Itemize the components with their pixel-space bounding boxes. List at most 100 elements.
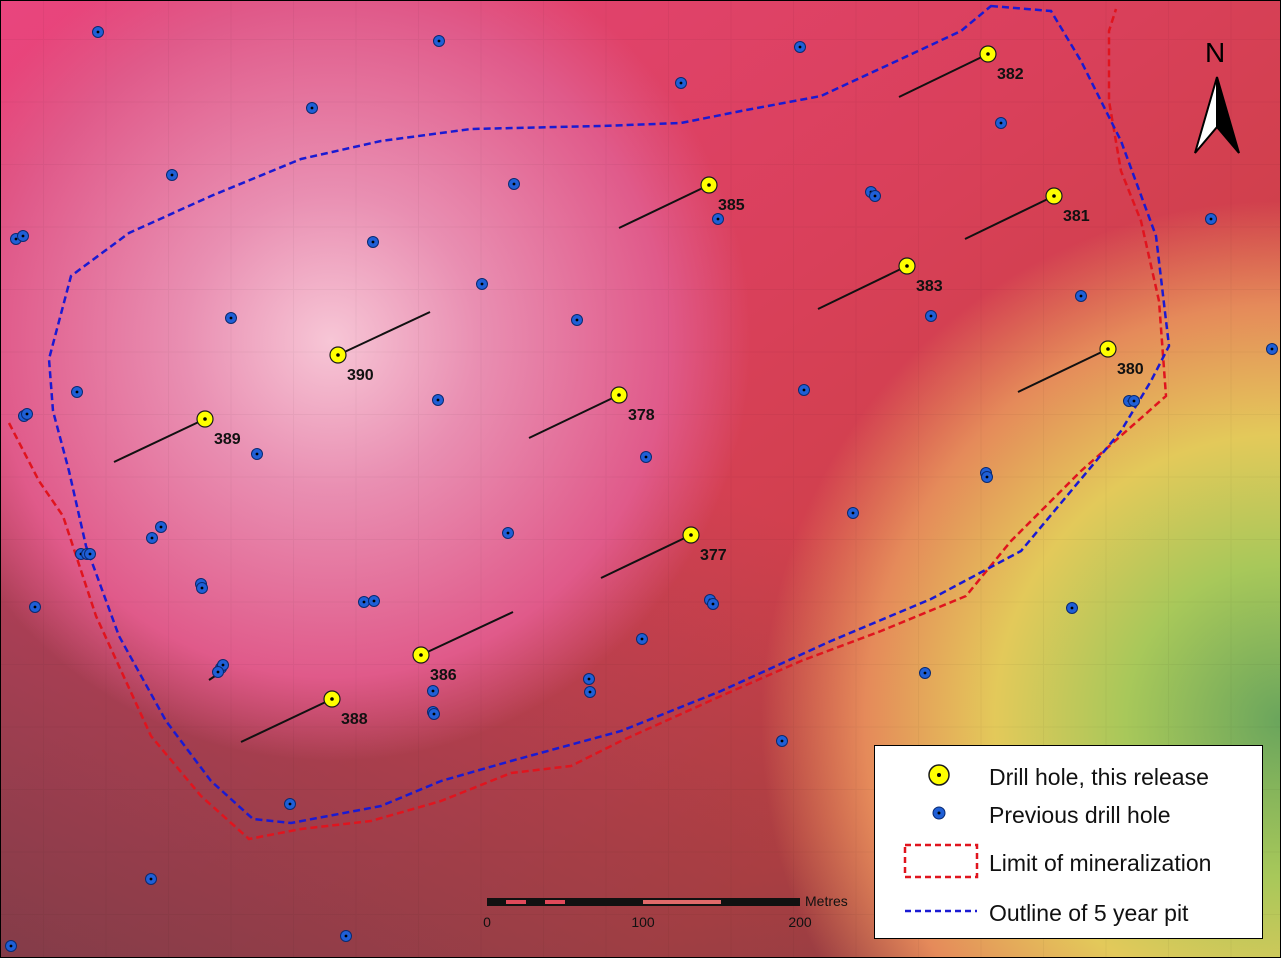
north-arrow-icon bbox=[1194, 76, 1240, 154]
drill-hole-label: 378 bbox=[628, 407, 655, 424]
previous-drill-hole-center bbox=[75, 390, 79, 394]
previous-drill-hole-center bbox=[480, 282, 484, 286]
previous-drill-hole-center bbox=[96, 30, 100, 34]
previous-drill-hole-center bbox=[588, 690, 592, 694]
limit-of-mineralization-line bbox=[7, 8, 1168, 841]
previous-drill-hole-center bbox=[1270, 347, 1274, 351]
drill-hole-label: 381 bbox=[1063, 208, 1090, 225]
previous-drill-hole-center bbox=[159, 525, 163, 529]
previous-drill-hole-center bbox=[150, 536, 154, 540]
previous-drill-hole-center bbox=[372, 599, 376, 603]
previous-drill-hole-center bbox=[1209, 217, 1213, 221]
previous-drill-hole-center bbox=[1070, 606, 1074, 610]
release-drill-hole-center bbox=[203, 417, 207, 421]
blue-dot-icon bbox=[932, 806, 946, 820]
previous-drill-hole-center bbox=[371, 240, 375, 244]
previous-drill-hole-center bbox=[587, 677, 591, 681]
previous-drill-hole-center bbox=[221, 663, 225, 667]
legend-label-release: Drill hole, this release bbox=[989, 764, 1209, 790]
previous-drill-hole-center bbox=[1079, 294, 1083, 298]
previous-drill-hole-center bbox=[362, 600, 366, 604]
scale-tick-0: 0 bbox=[483, 914, 491, 930]
previous-drill-hole-center bbox=[149, 877, 153, 881]
previous-drill-hole-center bbox=[851, 511, 855, 515]
map-legend: Drill hole, this release Previous drill … bbox=[874, 745, 1263, 939]
previous-drill-hole-center bbox=[780, 739, 784, 743]
previous-drill-hole-center bbox=[14, 237, 18, 241]
scale-bar: 0 100 200 Metres bbox=[483, 893, 848, 930]
previous-drill-hole-center bbox=[716, 217, 720, 221]
previous-drill-hole-center bbox=[802, 388, 806, 392]
previous-drill-hole-center bbox=[288, 802, 292, 806]
previous-drill-hole-center bbox=[229, 316, 233, 320]
legend-label-previous: Previous drill hole bbox=[989, 802, 1171, 828]
release-drill-hole-center bbox=[689, 533, 693, 537]
previous-drill-hole-center bbox=[21, 234, 25, 238]
previous-drill-hole-center bbox=[1132, 399, 1136, 403]
release-drill-hole-center bbox=[707, 183, 711, 187]
scale-tick-200: 200 bbox=[788, 914, 812, 930]
release-drill-hole-center bbox=[986, 52, 990, 56]
drill-hole-label: 388 bbox=[341, 711, 368, 728]
release-drill-hole-center bbox=[336, 353, 340, 357]
previous-drill-hole-center bbox=[437, 39, 441, 43]
release-drill-hole-center bbox=[617, 393, 621, 397]
drill-hole-label: 380 bbox=[1117, 361, 1144, 378]
previous-drill-hole-center bbox=[310, 106, 314, 110]
drill-hole-label: 390 bbox=[347, 367, 374, 384]
release-drill-hole-center bbox=[330, 697, 334, 701]
blue-dashed-line-icon bbox=[905, 909, 977, 913]
previous-drill-holes bbox=[5, 26, 1278, 952]
previous-drill-hole-center bbox=[575, 318, 579, 322]
previous-drill-hole-center bbox=[344, 934, 348, 938]
previous-drill-hole-center bbox=[255, 452, 259, 456]
previous-drill-hole-center bbox=[999, 121, 1003, 125]
previous-drill-hole-center bbox=[873, 194, 877, 198]
scale-tick-100: 100 bbox=[631, 914, 655, 930]
previous-drill-hole-center bbox=[432, 712, 436, 716]
release-drill-holes: 377 378 380 381 382 383 385 386 388 389 390 bbox=[196, 45, 1144, 728]
previous-drill-hole-center bbox=[88, 552, 92, 556]
previous-drill-hole-center bbox=[711, 602, 715, 606]
legend-label-limit: Limit of mineralization bbox=[989, 850, 1212, 876]
previous-drill-hole-center bbox=[33, 605, 37, 609]
legend-row-release: Drill hole, this release bbox=[875, 756, 1262, 794]
scale-unit: Metres bbox=[805, 893, 848, 909]
red-dashed-box-icon bbox=[903, 843, 979, 879]
drill-hole-label: 383 bbox=[916, 278, 943, 295]
previous-drill-hole-center bbox=[640, 637, 644, 641]
release-drill-hole-center bbox=[905, 264, 909, 268]
previous-drill-hole-center bbox=[436, 398, 440, 402]
previous-drill-hole-center bbox=[200, 586, 204, 590]
previous-drill-hole-center bbox=[679, 81, 683, 85]
legend-row-limit: Limit of mineralization bbox=[875, 842, 1262, 880]
legend-row-pit: Outline of 5 year pit bbox=[875, 892, 1262, 930]
previous-drill-hole-center bbox=[431, 689, 435, 693]
previous-drill-hole-center bbox=[216, 670, 220, 674]
legend-label-pit: Outline of 5 year pit bbox=[989, 900, 1189, 926]
drill-hole-label: 385 bbox=[718, 197, 745, 214]
previous-drill-hole-center bbox=[923, 671, 927, 675]
drill-traces bbox=[113, 53, 1109, 743]
north-label: N bbox=[1205, 37, 1226, 68]
drill-hole-label: 382 bbox=[997, 66, 1024, 83]
previous-drill-hole-center bbox=[25, 412, 29, 416]
previous-drill-hole-center bbox=[170, 173, 174, 177]
pit-outline-line bbox=[47, 4, 1171, 825]
previous-drill-hole-center bbox=[644, 455, 648, 459]
release-drill-hole-center bbox=[1052, 194, 1056, 198]
legend-row-previous: Previous drill hole bbox=[875, 794, 1262, 832]
previous-drill-hole-center bbox=[929, 314, 933, 318]
drill-hole-label: 377 bbox=[700, 547, 727, 564]
previous-drill-hole-center bbox=[798, 45, 802, 49]
drill-hole-label: 389 bbox=[214, 431, 241, 448]
release-drill-hole-center bbox=[419, 653, 423, 657]
previous-drill-hole-center bbox=[512, 182, 516, 186]
release-drill-hole-center bbox=[1106, 347, 1110, 351]
previous-drill-hole-center bbox=[506, 531, 510, 535]
yellow-dot-icon bbox=[928, 764, 950, 786]
previous-drill-hole-center bbox=[985, 475, 989, 479]
drill-hole-label: 386 bbox=[430, 667, 457, 684]
